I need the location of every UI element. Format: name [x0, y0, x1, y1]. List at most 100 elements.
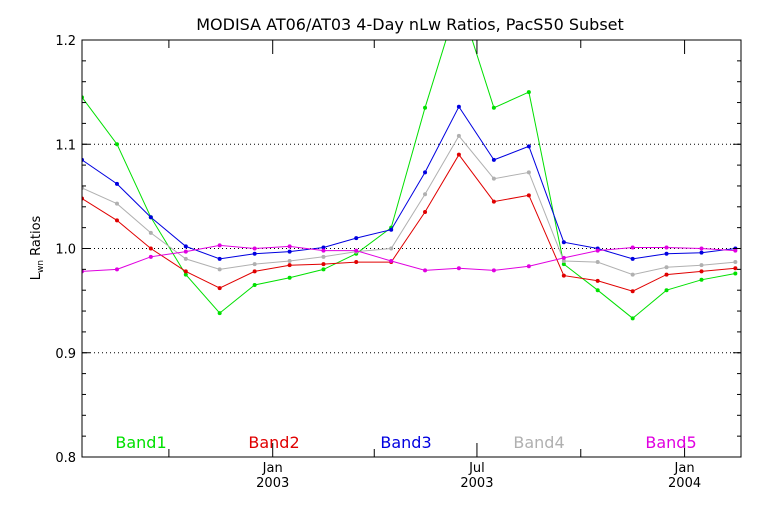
data-point: [114, 218, 119, 223]
data-point: [491, 268, 496, 273]
data-point: [217, 256, 222, 261]
data-point: [354, 236, 359, 241]
series-line: [82, 135, 736, 276]
data-point: [456, 104, 461, 109]
data-point: [252, 282, 257, 287]
data-point: [491, 157, 496, 162]
x-tick-year-label: 2003: [460, 476, 493, 491]
data-point: [630, 272, 635, 277]
y-axis-label-subscript: wn: [36, 260, 46, 273]
data-point: [491, 105, 496, 110]
series-band2: [82, 152, 738, 294]
data-point: [287, 259, 292, 264]
data-point: [561, 255, 566, 260]
data-point: [217, 311, 222, 316]
data-point: [321, 267, 326, 272]
data-point: [148, 254, 153, 259]
data-point: [423, 105, 428, 110]
y-axis-label-rest: Ratios: [29, 215, 44, 260]
data-point: [664, 245, 669, 250]
data-point: [595, 260, 600, 265]
data-point: [423, 268, 428, 273]
data-point: [183, 269, 188, 274]
y-axis-label: Lwn Ratios: [29, 215, 46, 280]
data-point: [491, 199, 496, 204]
series-line: [82, 244, 736, 272]
data-point: [423, 210, 428, 215]
data-point: [217, 267, 222, 272]
data-point: [252, 251, 257, 256]
legend-entry-band4: Band4: [513, 433, 564, 452]
series-band5: [82, 243, 738, 274]
data-point: [252, 269, 257, 274]
data-point: [733, 271, 738, 276]
data-point: [699, 263, 704, 268]
data-point: [183, 249, 188, 254]
data-point: [561, 273, 566, 278]
data-point: [630, 316, 635, 321]
data-point: [595, 278, 600, 283]
data-point: [664, 251, 669, 256]
y-tick-label: 0.8: [55, 451, 76, 466]
legend-entry-band3: Band3: [380, 433, 431, 452]
data-point: [456, 266, 461, 271]
legend-entry-band1: Band1: [115, 433, 166, 452]
data-point: [699, 250, 704, 255]
data-point: [114, 267, 119, 272]
data-point: [526, 170, 531, 175]
data-point: [733, 266, 738, 271]
data-point: [148, 215, 153, 220]
data-point: [526, 90, 531, 95]
data-point: [389, 246, 394, 251]
data-point: [321, 262, 326, 267]
y-tick-label: 1.2: [55, 34, 76, 49]
series-line: [82, 153, 736, 292]
series-band3: [82, 104, 738, 261]
x-tick-month-label: Jan: [262, 461, 283, 476]
data-point: [561, 262, 566, 267]
data-point: [456, 152, 461, 157]
y-tick-label: 1.1: [55, 138, 76, 153]
data-point: [491, 176, 496, 181]
data-point: [423, 192, 428, 197]
data-point: [664, 265, 669, 270]
x-tick-year-label: 2004: [668, 476, 701, 491]
y-tick-label: 0.9: [55, 347, 76, 362]
data-point: [252, 262, 257, 267]
data-point: [664, 288, 669, 293]
series-band4: [82, 133, 738, 277]
data-point: [664, 272, 669, 277]
series-line: [82, 105, 736, 260]
data-point: [456, 133, 461, 138]
data-point: [389, 259, 394, 264]
legend: Band1 Band2 Band3 Band4 Band5: [115, 433, 696, 452]
data-point: [287, 275, 292, 280]
data-point: [354, 260, 359, 265]
x-tick-month-label: Jul: [468, 461, 485, 476]
data-point: [526, 264, 531, 269]
data-point: [321, 254, 326, 259]
x-tick-month-label: Jan: [674, 461, 695, 476]
data-point: [252, 246, 257, 251]
data-point: [114, 142, 119, 147]
data-point: [561, 240, 566, 245]
data-point: [733, 248, 738, 253]
data-point: [321, 245, 326, 250]
data-point: [148, 230, 153, 235]
data-point: [630, 256, 635, 261]
data-point: [287, 249, 292, 254]
data-point: [217, 243, 222, 248]
y-axis: 0.8 0.9 1.0 1.1 1.2: [55, 34, 741, 466]
data-point: [595, 248, 600, 253]
series-band1: [82, 40, 738, 321]
data-point: [183, 272, 188, 277]
series-group: [82, 40, 738, 321]
series-line: [82, 40, 736, 319]
data-point: [423, 170, 428, 175]
x-tick-year-label: 2003: [256, 476, 289, 491]
data-point: [526, 193, 531, 198]
gridlines: [82, 143, 741, 354]
data-point: [526, 144, 531, 149]
